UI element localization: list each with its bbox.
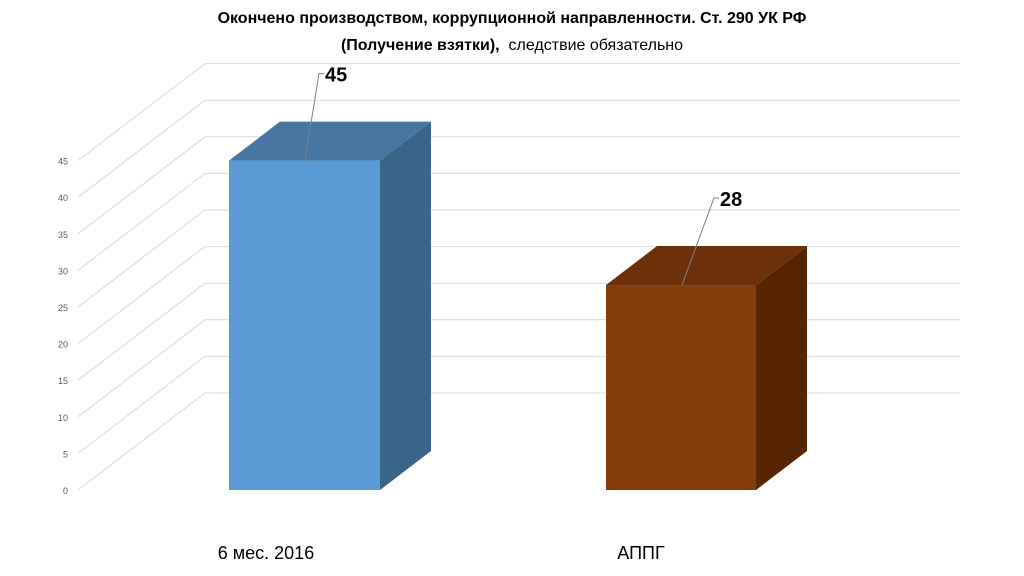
chart-subtitle-normal: следствие обязательно xyxy=(508,37,684,54)
gridline-side-30 xyxy=(77,173,206,271)
gridline-side-15 xyxy=(77,282,206,381)
y-tick-label: 15 xyxy=(58,376,68,386)
gridline-side-10 xyxy=(77,319,206,418)
x-category-label-0: 6 мес. 2016 xyxy=(218,543,314,563)
bar-side-0 xyxy=(380,121,431,490)
data-label-leader-0 xyxy=(304,73,324,161)
y-tick-label: 25 xyxy=(58,303,68,313)
gridline-side-35 xyxy=(77,136,206,235)
y-tick-label: 35 xyxy=(58,230,68,240)
bar-top-0 xyxy=(229,121,431,161)
bar-top-1 xyxy=(606,246,807,286)
chart-subtitle: (Получение взятки), следствие обязательн… xyxy=(0,37,1024,55)
data-label-1: 28 xyxy=(720,189,742,211)
y-tick-label: 5 xyxy=(63,449,68,459)
gridline-side-25 xyxy=(77,209,206,308)
y-tick-label: 30 xyxy=(58,266,68,276)
y-tick-label: 0 xyxy=(63,486,68,496)
bar-side-1 xyxy=(756,246,807,490)
chart-title: Окончено производством, коррупционной на… xyxy=(217,10,807,27)
gridline-side-45 xyxy=(77,63,206,161)
bar-0 xyxy=(229,160,380,490)
gridline-side-40 xyxy=(77,99,206,198)
y-tick-label: 10 xyxy=(58,413,68,423)
y-tick-label: 20 xyxy=(58,340,68,350)
gridline-side-5 xyxy=(77,356,206,454)
y-tick-label: 45 xyxy=(58,157,68,167)
chart-subtitle-bold: (Получение взятки), xyxy=(340,37,500,54)
x-category-label-1: АППГ xyxy=(617,543,665,563)
y-tick-label: 40 xyxy=(58,193,68,203)
gridline-side-20 xyxy=(77,246,206,344)
data-label-0: 45 xyxy=(325,65,347,87)
gridline-side-0 xyxy=(77,392,206,491)
bar-1 xyxy=(606,285,756,490)
data-label-leader-1 xyxy=(681,197,719,286)
